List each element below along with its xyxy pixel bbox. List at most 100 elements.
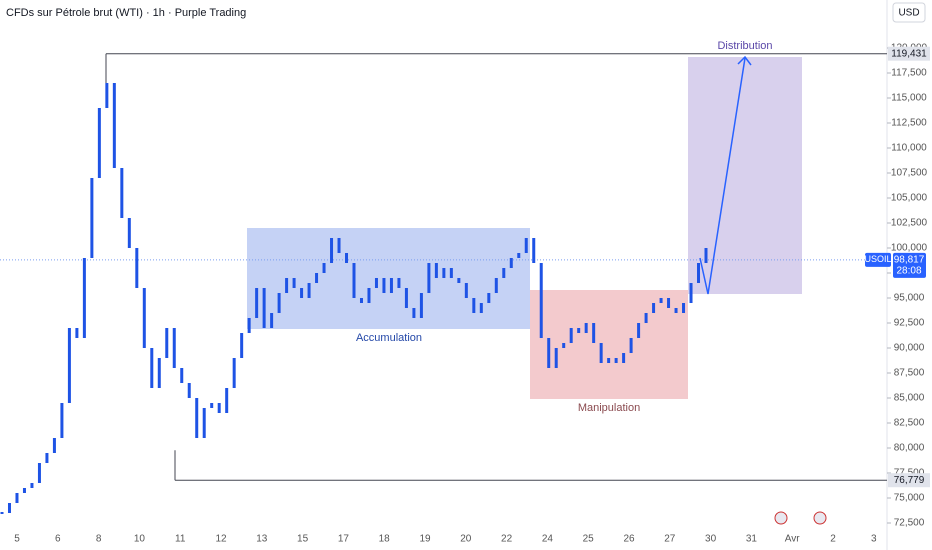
candle <box>285 278 289 293</box>
event-icon[interactable] <box>813 511 827 525</box>
candle <box>359 298 363 303</box>
currency: USD <box>898 8 919 19</box>
candle <box>577 328 581 333</box>
candle <box>195 398 199 438</box>
candle <box>397 278 401 288</box>
x-tick-label: 30 <box>705 534 717 545</box>
candle <box>704 248 708 263</box>
manipulation-box <box>530 290 688 399</box>
candle <box>404 288 408 308</box>
candle <box>569 328 573 343</box>
y-tick-label: 75,000 <box>894 493 925 504</box>
x-tick-label: 22 <box>501 534 513 545</box>
candle <box>240 333 244 358</box>
last-price: 98,817 <box>894 254 925 265</box>
candle <box>434 263 438 278</box>
candle <box>667 298 671 308</box>
candle <box>37 463 41 483</box>
candle <box>135 248 139 288</box>
candle <box>202 408 206 438</box>
candle <box>322 263 326 273</box>
y-tick-label: 85,000 <box>894 393 925 404</box>
candle <box>157 358 161 388</box>
candle <box>449 268 453 278</box>
x-tick-label: 12 <box>215 534 227 545</box>
y-tick-label: 80,000 <box>894 443 925 454</box>
candle <box>382 278 386 293</box>
candle <box>127 218 131 248</box>
x-tick-label: 17 <box>338 534 350 545</box>
candle <box>232 358 236 388</box>
candle <box>689 283 693 303</box>
candle <box>464 283 468 298</box>
annotation-label: Manipulation <box>578 402 640 414</box>
y-tick-label: 77,500 <box>894 468 925 479</box>
candle <box>105 83 109 108</box>
y-tick-label: 117,500 <box>891 68 927 79</box>
y-tick-label: 105,000 <box>891 193 928 204</box>
symbol-box <box>865 252 891 267</box>
candle <box>60 403 64 438</box>
candle <box>607 358 611 363</box>
x-tick-label: 27 <box>664 534 676 545</box>
x-tick-label: 11 <box>175 534 186 545</box>
candle <box>652 303 656 313</box>
y-tick-label: 112,500 <box>891 118 927 129</box>
y-tick-label: 115,000 <box>891 93 927 104</box>
annotation-label: Distribution <box>717 40 772 52</box>
candle <box>457 278 461 283</box>
y-tick-label: 100,000 <box>891 243 928 254</box>
x-tick-label: 18 <box>379 534 391 545</box>
candle <box>419 293 423 318</box>
candle <box>75 328 79 338</box>
level-label-box <box>888 46 930 61</box>
x-tick-label: Avr <box>785 534 800 545</box>
x-tick-label: 26 <box>623 534 635 545</box>
candle <box>584 323 588 333</box>
y-tick-label: 90,000 <box>894 343 925 354</box>
candle <box>659 298 663 303</box>
candle <box>599 343 603 363</box>
candle <box>337 238 341 253</box>
candle <box>45 453 49 463</box>
candle <box>150 348 154 388</box>
candle <box>637 323 641 338</box>
candle <box>7 503 11 513</box>
candle <box>389 278 393 293</box>
x-tick-label: 10 <box>134 534 146 545</box>
candle <box>547 338 551 368</box>
arrow-head <box>737 55 752 66</box>
x-tick-label: 25 <box>583 534 595 545</box>
candle <box>315 273 319 283</box>
candle <box>172 328 176 368</box>
candle <box>22 488 26 493</box>
candle <box>277 293 281 313</box>
event-icon[interactable] <box>774 511 788 525</box>
candle <box>292 278 296 288</box>
candle <box>217 403 221 413</box>
candle <box>682 303 686 313</box>
x-tick-label: 13 <box>256 534 268 545</box>
level-label: 119,431 <box>891 48 927 59</box>
currency-box <box>892 2 926 23</box>
x-tick-label: 20 <box>460 534 472 545</box>
candle <box>142 288 146 348</box>
candle <box>427 263 431 293</box>
annotation-label: Accumulation <box>356 332 422 344</box>
candle <box>622 353 626 363</box>
candle <box>412 308 416 318</box>
candle <box>532 238 536 263</box>
x-tick-label: 3 <box>871 534 877 545</box>
candle <box>330 238 334 263</box>
level-label: 76,779 <box>894 475 925 486</box>
candle <box>614 358 618 363</box>
candle <box>539 263 543 338</box>
y-tick-label: 110,000 <box>891 143 927 154</box>
y-tick-label: 87,500 <box>894 368 925 379</box>
x-tick-label: 19 <box>419 534 431 545</box>
candle <box>345 253 349 263</box>
candle <box>472 298 476 313</box>
candle <box>374 278 378 288</box>
candle <box>97 108 101 178</box>
candle <box>524 238 528 253</box>
